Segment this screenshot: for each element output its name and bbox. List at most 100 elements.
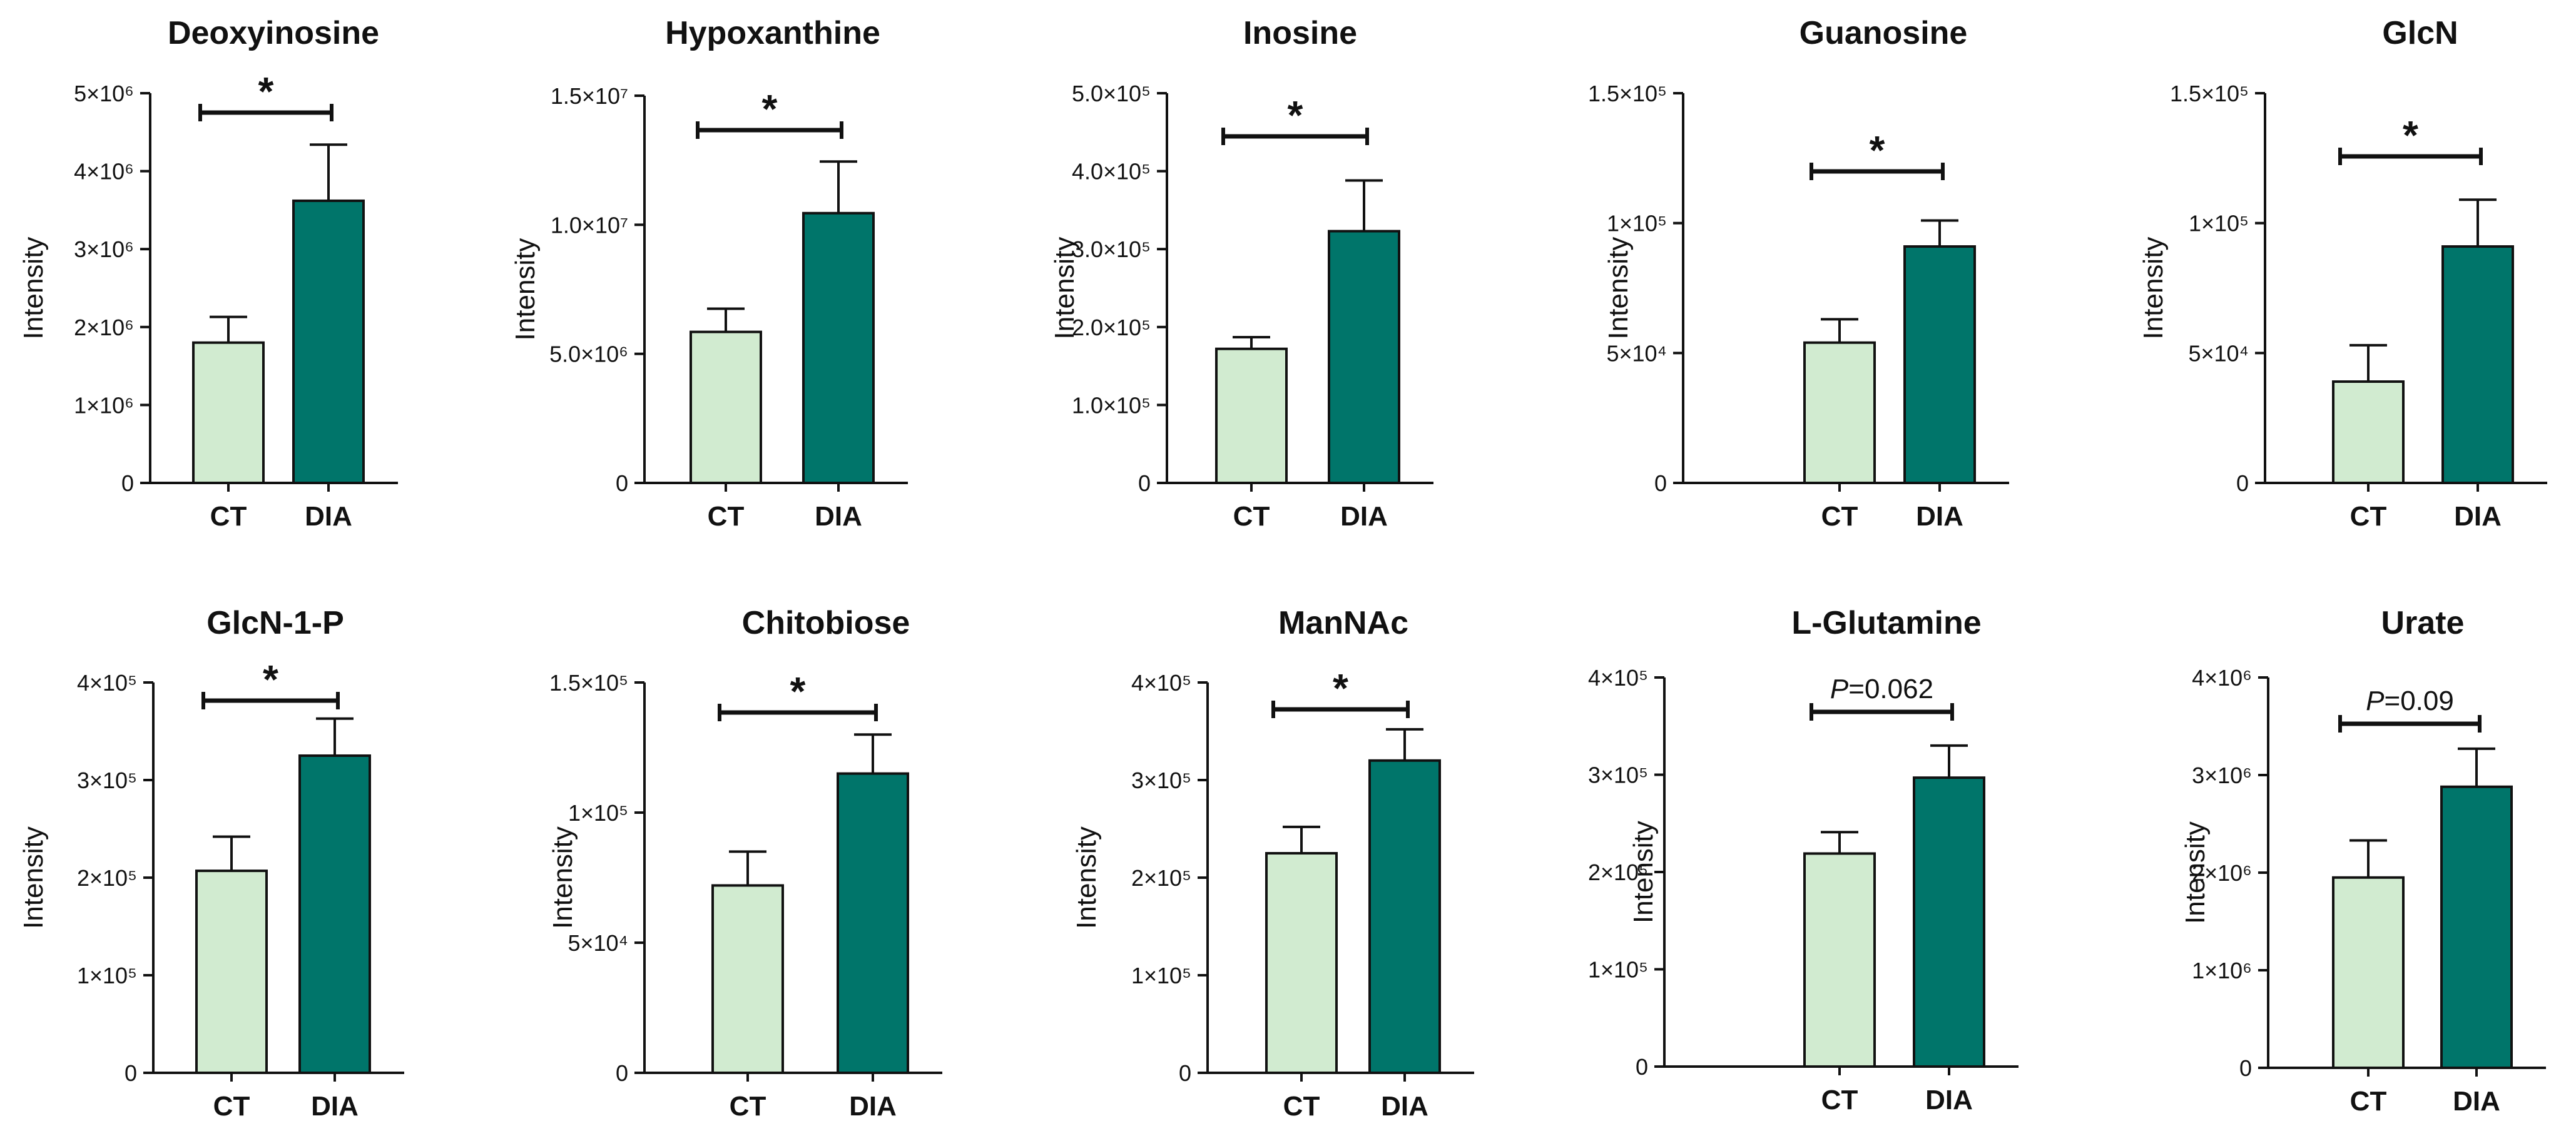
y-axis-label: Intensity [1071, 826, 1102, 929]
y-tick-label: 2.0×10⁵ [1072, 315, 1151, 340]
significance-star: * [1870, 128, 1885, 173]
y-tick-label: 3×10⁵ [77, 768, 137, 793]
y-tick-label: 4×10⁶ [74, 159, 134, 185]
p-symbol: P [2366, 686, 2385, 716]
y-tick-label: 1.5×10⁷ [551, 83, 628, 109]
y-tick-label: 2×10⁶ [74, 315, 134, 340]
y-tick-label: 2×10⁵ [1588, 860, 1648, 885]
bar-ct [711, 884, 784, 1074]
y-tick-label: 3×10⁵ [1588, 763, 1648, 788]
p-value-label: P=0.09 [2366, 686, 2454, 716]
chart-title: ManNAc [1278, 605, 1408, 641]
y-tick-label: 1×10⁵ [1607, 211, 1667, 236]
bar-ct [1803, 852, 1876, 1068]
bar-dia [1913, 776, 1985, 1068]
y-tick-label: 1×10⁵ [1588, 957, 1648, 983]
x-category-label: CT [2350, 1086, 2387, 1117]
chart-panel-glcn-1-p: GlcN-1-P Intensity 0 1×10⁵ 2×10⁵ 3×10⁵ 4×10⁵ CT… [18, 605, 404, 1122]
y-tick-label: 3×10⁶ [2192, 763, 2252, 788]
bar-dia [1368, 759, 1441, 1075]
p-symbol: P [1830, 674, 1849, 704]
p-value-number: =0.062 [1848, 674, 1933, 704]
significance-star: * [1333, 666, 1348, 711]
y-tick-label: 1×10⁵ [568, 800, 628, 826]
y-tick-label: 3×10⁵ [1131, 768, 1191, 793]
y-tick-label: 0 [616, 1060, 628, 1086]
x-category-label: CT [1283, 1091, 1320, 1122]
significance-star: * [263, 657, 278, 702]
chart-panel-hypoxanthine: Hypoxanthine Intensity 0 5.0×10⁶ 1.0×10⁷ 1.5×… [510, 15, 908, 532]
y-tick-label: 1×10⁶ [2192, 958, 2252, 983]
significance-star: * [2403, 113, 2418, 158]
y-tick-label: 5×10⁶ [74, 81, 134, 106]
y-tick-label: 1×10⁵ [77, 963, 137, 988]
x-category-label: DIA [1925, 1085, 1973, 1115]
y-tick-label: 0 [1138, 470, 1151, 496]
p-value-number: =0.09 [2385, 686, 2454, 716]
chart-panel-chitobiose: Chitobiose Intensity 0 5×10⁴ 1×10⁵ 1.5×10⁵ CT D… [547, 605, 942, 1122]
chart-title: Hypoxanthine [665, 15, 880, 51]
bar-ct [1265, 852, 1338, 1074]
y-tick-label: 0 [616, 470, 628, 496]
y-tick-label: 2×10⁶ [2192, 860, 2252, 886]
x-category-label: DIA [1381, 1091, 1428, 1122]
bar-ct [1215, 347, 1288, 484]
chart-title: Deoxyinosine [168, 15, 379, 51]
bar-dia [802, 211, 875, 484]
y-tick-label: 4×10⁶ [2192, 665, 2252, 691]
y-tick-label: 5.0×10⁶ [549, 342, 628, 367]
y-tick-label: 0 [1179, 1060, 1191, 1086]
x-category-label: DIA [849, 1091, 897, 1122]
y-tick-label: 1×10⁶ [74, 392, 134, 418]
x-category-label: CT [213, 1091, 250, 1122]
chart-panel-mannac: ManNAc Intensity 0 1×10⁵ 2×10⁵ 3×10⁵ 4×10⁵ CT DI… [1071, 605, 1474, 1122]
y-tick-label: 1.5×10⁵ [1588, 81, 1667, 106]
y-tick-label: 0 [1654, 470, 1667, 496]
bar-ct [2332, 380, 2405, 485]
bar-dia [292, 199, 365, 484]
y-tick-label: 0 [121, 470, 134, 496]
y-tick-label: 2×10⁵ [1131, 865, 1191, 891]
y-tick-label: 0 [2239, 1055, 2252, 1081]
y-tick-label: 4×10⁵ [1131, 670, 1191, 696]
y-tick-label: 3.0×10⁵ [1072, 236, 1151, 262]
y-tick-label: 0 [1636, 1054, 1648, 1080]
y-tick-label: 4.0×10⁵ [1072, 159, 1151, 185]
significance-star: * [762, 86, 778, 131]
x-category-label: CT [730, 1091, 766, 1122]
x-category-label: CT [708, 501, 745, 532]
chart-panel-urate: Urate Intensity 0 1×10⁶ 2×10⁶ 3×10⁶ 4×10⁶ CT DIA… [2180, 605, 2546, 1117]
y-axis-label: Intensity [1049, 237, 1080, 340]
chart-panel-guanosine: Guanosine Intensity 0 5×10⁴ 1×10⁵ 1.5×10⁵ CT DI… [1588, 15, 2009, 532]
y-tick-label: 1×10⁵ [2189, 211, 2249, 236]
y-tick-label: 4×10⁵ [77, 670, 137, 696]
significance-star: * [790, 669, 806, 714]
chart-panel-inosine: Inosine Intensity 0 1.0×10⁵ 2.0×10⁵ 3.0×10⁵ 4.… [1049, 15, 1433, 532]
x-category-label: DIA [311, 1091, 359, 1122]
y-tick-label: 2×10⁵ [77, 865, 137, 891]
x-category-label: DIA [815, 501, 862, 532]
bar-ct [195, 870, 268, 1074]
x-category-label: CT [2350, 501, 2387, 532]
p-value-label: P=0.062 [1830, 674, 1933, 704]
bar-dia [298, 754, 371, 1074]
y-tick-label: 0 [2236, 470, 2249, 496]
y-axis-label: Intensity [2138, 237, 2169, 340]
bar-dia [837, 772, 909, 1074]
bar-dia [2441, 245, 2514, 484]
bar-dia [2440, 785, 2513, 1069]
y-axis-label: Intensity [2180, 821, 2211, 924]
y-tick-label: 1.5×10⁵ [549, 670, 628, 696]
x-category-label: CT [1233, 501, 1270, 532]
x-category-label: CT [1821, 1085, 1858, 1115]
chart-title: Guanosine [1800, 15, 1968, 51]
bar-dia [1903, 245, 1976, 484]
y-tick-label: 5×10⁴ [1606, 340, 1667, 366]
chart-title: Inosine [1243, 15, 1357, 51]
y-axis-label: Intensity [1603, 237, 1634, 340]
y-tick-label: 5.0×10⁵ [1072, 81, 1151, 106]
y-tick-label: 5×10⁴ [568, 930, 628, 956]
y-axis-label: Intensity [18, 826, 49, 929]
significance-star: * [258, 69, 274, 114]
